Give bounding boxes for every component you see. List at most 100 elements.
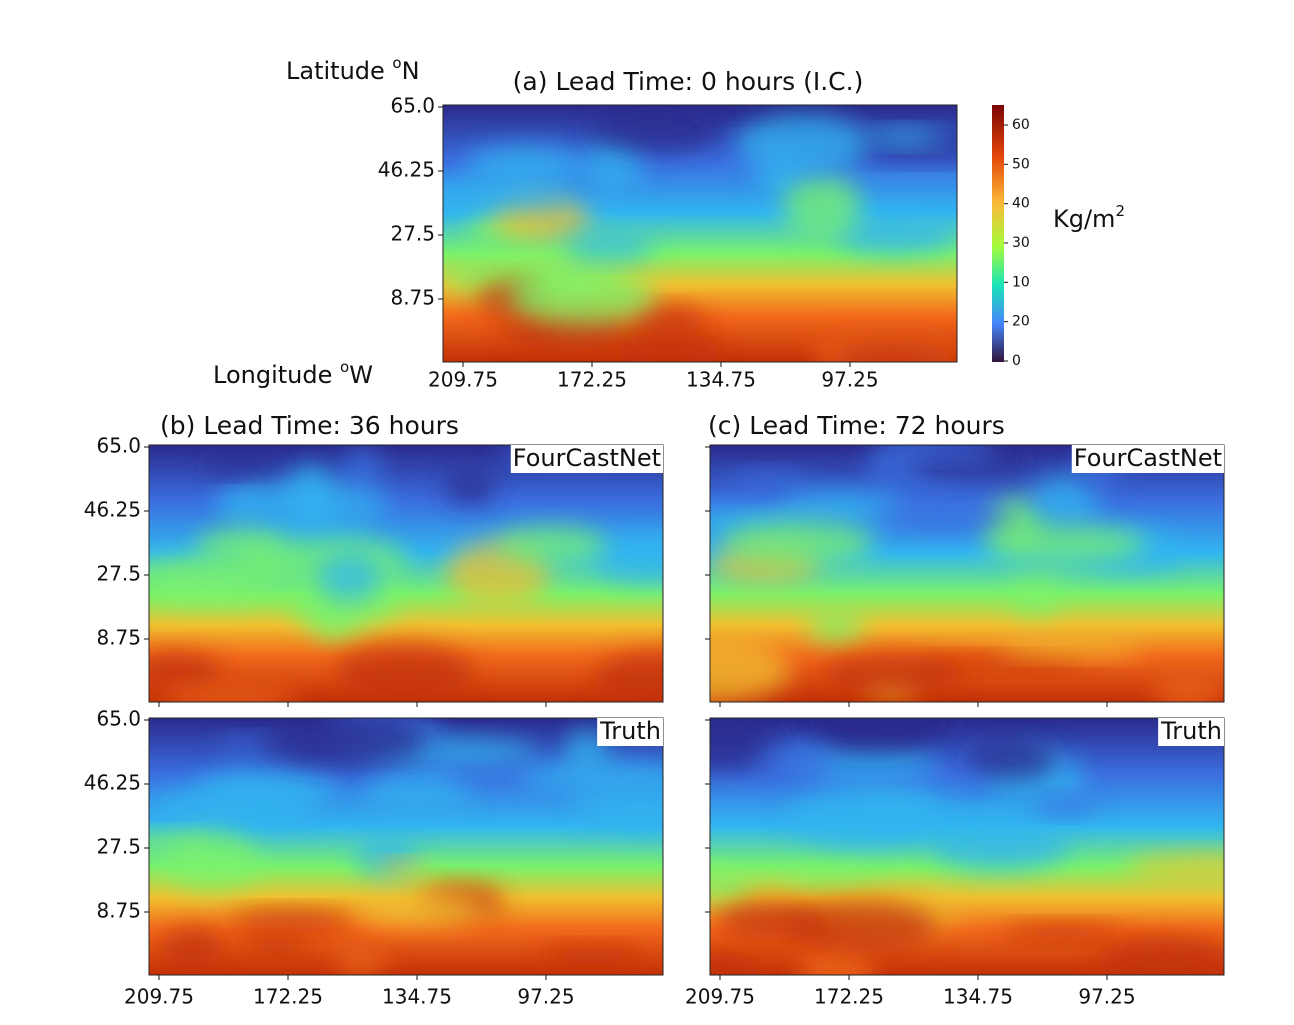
heatmap [149,718,663,975]
heatmap-swirl [721,521,874,566]
heatmap-swirl [1152,677,1224,702]
heatmap-swirl [630,306,708,335]
colorbar-tick-label: 50 [1012,156,1030,172]
heatmap-swirl [821,654,966,694]
panel-tag-box [1071,445,1224,473]
y-tick-label: 46.25 [378,158,435,182]
heatmap-swirl [1125,854,1224,882]
colorbar-unit: Kg/m2 [1053,202,1125,234]
heatmap-swirl [149,785,316,833]
heatmap-swirl [149,556,294,606]
heatmap [710,445,1224,702]
panel-tag-box [1158,718,1224,746]
heatmap-swirl [443,469,496,506]
heatmap-swirl [996,636,1144,658]
heatmap-swirl [940,807,1014,824]
heatmap-frame [148,444,664,703]
heatmap-swirl [830,339,953,362]
heatmap-swirl [518,759,663,795]
panel-title: (a) Lead Time: 0 hours (I.C.) [513,67,864,96]
colorbar-tick-label: 20 [1012,314,1030,330]
colorbar-tick-label: 0 [1012,353,1021,369]
y-tick-label: 46.25 [84,771,141,795]
heatmap-swirl [161,927,225,968]
panel-tag: FourCastNet [513,444,661,472]
heatmap-swirl [787,864,894,886]
x-tick-label: 134.75 [382,985,452,1009]
x-tick-label: 172.25 [253,985,323,1009]
heatmap-swirl [590,533,663,583]
colorbar-tick-label: 30 [1012,235,1030,251]
colorbar-tick-label: 60 [1012,117,1030,133]
heatmap-swirl [1030,795,1096,816]
heatmap-swirl [984,525,1146,563]
colorbar-tick-label: 40 [1012,196,1030,212]
heatmap-swirl [542,945,644,966]
heatmap-swirl [1097,936,1224,975]
heatmap-swirl [857,801,933,830]
heatmap-swirl [710,952,758,975]
colorbar-tick-label: 10 [1012,274,1030,290]
heatmap-swirl [693,105,795,118]
heatmap-swirl [865,128,943,146]
heatmap-swirl [735,114,868,175]
heatmap-swirl [574,785,663,832]
y-tick-label: 8.75 [390,286,435,310]
heatmap-swirl [196,528,285,566]
x-tick-label: 209.75 [124,985,194,1009]
y-tick-label: 65.0 [96,434,141,458]
panel-title: (b) Lead Time: 36 hours [160,411,459,440]
heatmap-swirl [970,738,1056,781]
heatmap-swirl [357,891,483,927]
heatmap-frame [442,104,958,363]
heatmap [443,105,957,362]
heatmap-swirl [783,174,861,239]
heatmap-swirl [334,947,387,975]
panel-tag: FourCastNet [1074,444,1222,472]
heatmap-swirl [870,501,1013,534]
heatmap-swirl [785,900,939,955]
x-tick-label: 209.75 [685,985,755,1009]
heatmap-swirl [230,909,353,933]
heatmap-swirl [724,472,811,494]
heatmap-swirl [357,784,478,811]
panel-tag-box [597,718,663,746]
x-tick-label: 172.25 [557,368,627,392]
y-tick-label: 65.0 [96,707,141,731]
panel-tag: Truth [599,717,661,745]
heatmap-swirl [375,860,429,877]
x-tick-label: 97.25 [1078,985,1135,1009]
heatmap-swirl [160,687,296,702]
panel-tag: Truth [1160,717,1222,745]
heatmap-swirl [593,651,663,702]
panel-title: (c) Lead Time: 72 hours [708,411,1005,440]
y-tick-label: 27.5 [96,562,141,586]
y-tick-label: 8.75 [96,899,141,923]
heatmap-swirl [496,526,607,565]
x-tick-label: 134.75 [686,368,756,392]
heatmap-swirl [335,645,474,701]
heatmap-swirl [879,445,997,461]
x-tick-label: 97.25 [517,985,574,1009]
heatmap-swirl [716,901,822,940]
x-tick-label: 97.25 [821,368,878,392]
maps: 65.0 209.75 46.25 172.25 27.5 134.75 8.75 97.25… [84,94,1225,1009]
colorbar [992,105,1004,362]
heatmap-swirl [222,481,390,528]
heatmap-frame [709,444,1225,703]
heatmap-swirl [316,552,382,602]
heatmap-swirl [1032,476,1101,529]
longitude-label: Longitude oW [213,358,373,390]
heatmap [149,445,663,702]
heatmap-swirl [613,331,723,362]
heatmap-swirl [807,610,865,643]
heatmap-swirl [258,718,428,768]
heatmap-swirl [833,216,956,254]
heatmap-swirl [756,740,836,781]
y-tick-label: 65.0 [390,94,435,118]
x-tick-label: 209.75 [428,368,498,392]
heatmap-swirl [930,819,1070,871]
heatmap-swirl [793,718,950,752]
heatmap-swirl [564,234,655,261]
